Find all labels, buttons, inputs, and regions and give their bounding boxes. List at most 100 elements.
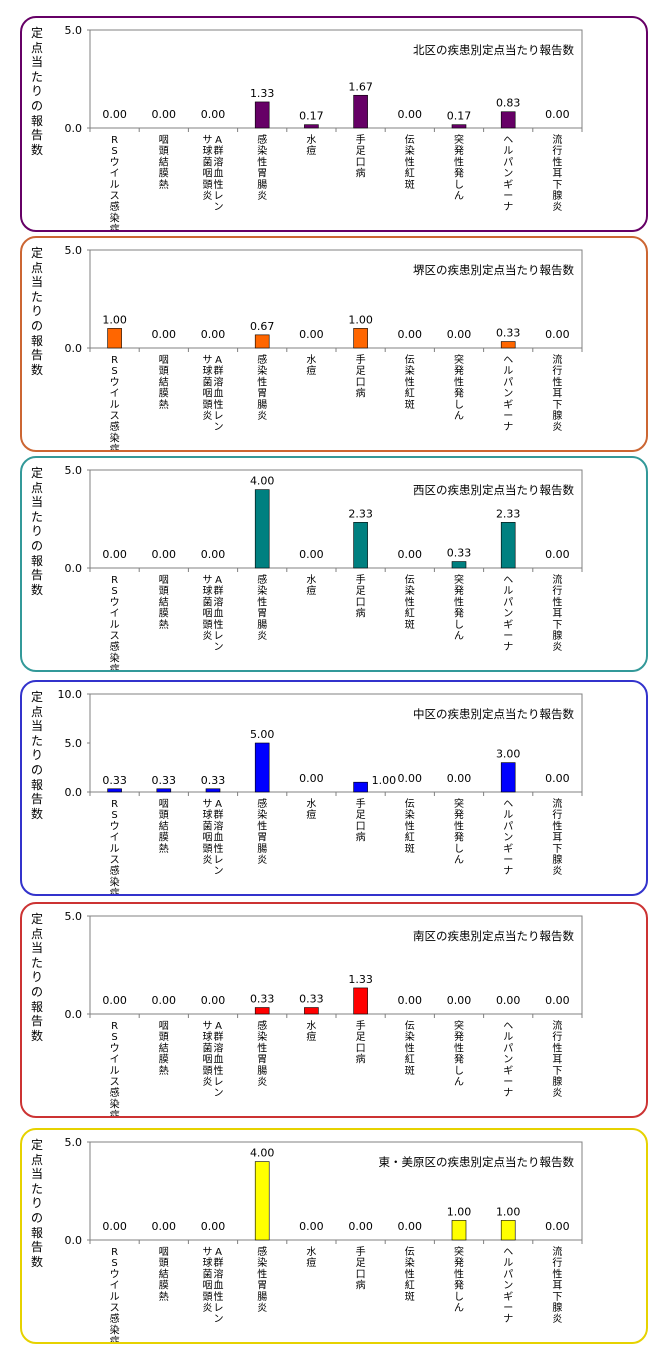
data-label: 0.00: [398, 994, 423, 1007]
svg-text:ヘルパンギーナ: ヘルパンギーナ: [503, 355, 513, 433]
svg-text:手足口病: 手足口病: [356, 1019, 366, 1066]
chart-panel: 定点当たりの報告数 0.0 5.0 西区の疾患別定点当たり報告数 0.00 R S ウイルス感…: [20, 456, 648, 672]
plot-area: [89, 29, 583, 129]
x-tick-label: 水痘: [306, 1020, 316, 1043]
svg-text:咽頭結膜熱: 咽頭結膜熱: [159, 574, 169, 631]
x-tick-label: 感染性胃腸炎: [257, 133, 267, 202]
data-label: 0.17: [299, 110, 324, 123]
x-tick-label: 水痘: [306, 1246, 316, 1269]
bar: [156, 788, 172, 793]
bar: [254, 742, 270, 793]
svg-text:突発性発しん: 突発性発しん: [454, 1245, 464, 1314]
svg-text:サ球菌咽頭炎: サ球菌咽頭炎: [203, 134, 213, 202]
data-label: 0.00: [398, 548, 423, 561]
data-label: 0.00: [447, 328, 472, 341]
data-label: 0.00: [545, 548, 570, 561]
svg-text:咽頭結膜熱: 咽頭結膜熱: [159, 134, 169, 191]
svg-text:感染性胃腸炎: 感染性胃腸炎: [257, 573, 267, 642]
x-tick-label: 流行性耳下腺炎: [552, 353, 562, 433]
data-label: 1.33: [348, 973, 373, 986]
x-tick-label: 水痘: [306, 798, 316, 821]
y-tick-label: 0.0: [65, 1008, 83, 1021]
data-label: 0.00: [299, 772, 324, 785]
y-tick-label: 5.0: [65, 1136, 83, 1149]
data-label: 0.00: [299, 1220, 324, 1233]
svg-text:RSウイルス感染症: RSウイルス感染症: [110, 575, 120, 670]
svg-text:感染性胃腸炎: 感染性胃腸炎: [257, 797, 267, 866]
svg-text:突発性発しん: 突発性発しん: [454, 797, 464, 866]
svg-text:水痘: 水痘: [306, 1020, 316, 1043]
x-tick-label: 突発性発しん: [454, 1245, 464, 1314]
x-tick-label: 伝染性紅斑: [405, 574, 415, 631]
svg-text:水痘: 水痘: [306, 574, 316, 597]
x-tick-label: 手足口病: [356, 1019, 366, 1066]
data-label: 4.00: [250, 475, 275, 488]
data-label: 0.33: [152, 774, 177, 787]
x-tick-label: 流行性耳下腺炎: [552, 573, 562, 653]
svg-text:咽頭結膜熱: 咽頭結膜熱: [159, 1020, 169, 1077]
x-tick-label: RSウイルス感染症: [110, 799, 120, 894]
x-tick-label: 突発性発しん: [454, 353, 464, 422]
data-label: 0.00: [496, 994, 521, 1007]
x-tick-label: 手足口病: [356, 573, 366, 620]
data-label: 0.00: [102, 108, 127, 121]
svg-text:感染性胃腸炎: 感染性胃腸炎: [257, 133, 267, 202]
x-tick-label: 感染性胃腸炎: [257, 353, 267, 422]
svg-text:伝染性紅斑: 伝染性紅斑: [405, 354, 415, 411]
bar: [254, 489, 270, 569]
x-tick-label: 水痘: [306, 134, 316, 157]
x-tick-label: 咽頭結膜熱: [159, 574, 169, 631]
data-label: 0.33: [250, 993, 275, 1006]
svg-text:流行性耳下腺炎: 流行性耳下腺炎: [552, 573, 562, 653]
x-tick-label: ヘルパンギーナ: [503, 1021, 513, 1099]
svg-text:伝染性紅斑: 伝染性紅斑: [405, 134, 415, 191]
data-label: 0.00: [201, 1220, 226, 1233]
data-label: 1.67: [348, 80, 373, 93]
y-tick-label: 5.0: [65, 737, 83, 750]
bar-chart: 0.0 5.0 堺区の疾患別定点当たり報告数 1.00 RSウイルス感染症 0.00 咽頭結…: [65, 244, 583, 450]
data-label: 4.00: [250, 1147, 275, 1160]
bar: [304, 124, 319, 129]
x-tick-label: 感染性胃腸炎: [257, 1019, 267, 1088]
svg-text:突発性発しん: 突発性発しん: [454, 573, 464, 642]
bar: [353, 781, 368, 793]
data-label: 0.00: [201, 994, 226, 1007]
data-label: 0.00: [152, 108, 177, 121]
x-tick-label: 突発性発しん: [454, 573, 464, 642]
x-tick-label: 伝染性紅斑: [405, 1246, 415, 1303]
plot-area: [89, 249, 583, 349]
y-axis-label: 定点当たりの報告数: [30, 246, 43, 377]
svg-text:手足口病: 手足口病: [356, 353, 366, 400]
data-label: 0.00: [447, 994, 472, 1007]
x-tick-label: RSウイルス感染症: [110, 135, 120, 230]
x-tick-label: 手足口病: [356, 1245, 366, 1292]
y-axis-label: 定点当たりの報告数: [30, 690, 43, 821]
data-label: 1.00: [348, 313, 373, 326]
bar: [353, 94, 368, 129]
data-label: 1.00: [496, 1205, 521, 1218]
svg-text:サ球菌咽頭炎: サ球菌咽頭炎: [203, 1020, 213, 1088]
svg-text:咽頭結膜熱: 咽頭結膜熱: [159, 798, 169, 855]
svg-text:サ球菌咽頭炎: サ球菌咽頭炎: [203, 354, 213, 422]
svg-text:RSウイルス感染症: RSウイルス感染症: [110, 799, 120, 894]
y-tick-label: 0.0: [65, 1234, 83, 1247]
x-tick-label: 水痘: [306, 354, 316, 377]
bar: [254, 1161, 270, 1241]
x-tick-label: 咽頭結膜熱: [159, 798, 169, 855]
y-tick-label: 0.0: [65, 786, 83, 799]
bar-chart: 0.0 5.0 東・美原区の疾患別定点当たり報告数 0.00 RSウイルス感染症 0.00…: [65, 1136, 583, 1342]
x-tick-label: 突発性発しん: [454, 133, 464, 202]
x-tick-label: 流行性耳下腺炎: [552, 797, 562, 877]
svg-text:流行性耳下腺炎: 流行性耳下腺炎: [552, 1019, 562, 1099]
data-label: 0.00: [152, 994, 177, 1007]
svg-text:水痘: 水痘: [306, 1246, 316, 1269]
x-tick-label: RSウイルス感染症: [110, 1021, 120, 1116]
svg-text:手足口病: 手足口病: [356, 573, 366, 620]
data-label: 0.00: [447, 772, 472, 785]
data-label: 3.00: [496, 748, 521, 761]
svg-text:手足口病: 手足口病: [356, 1245, 366, 1292]
svg-text:ヘルパンギーナ: ヘルパンギーナ: [503, 575, 513, 653]
